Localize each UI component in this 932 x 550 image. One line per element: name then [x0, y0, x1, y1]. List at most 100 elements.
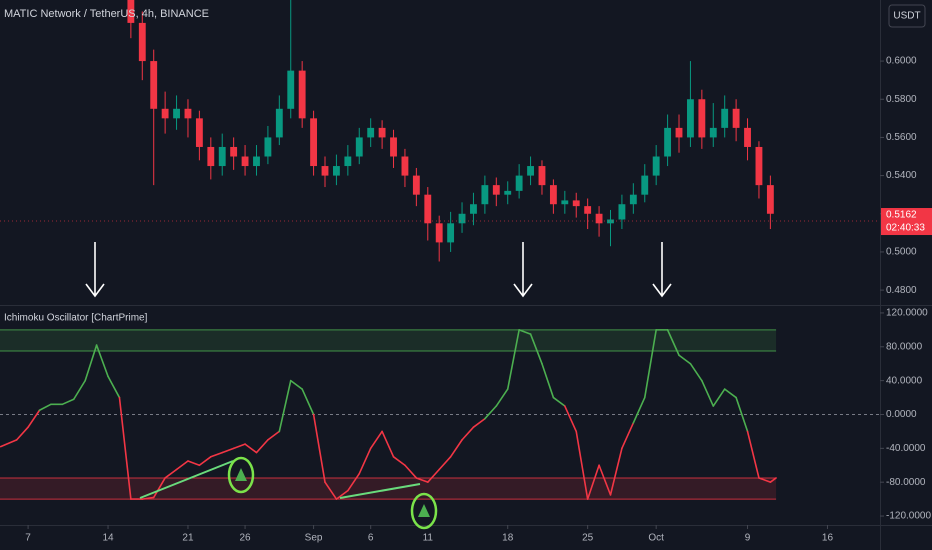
candle-body: [470, 204, 477, 214]
oscillator-segment: [415, 477, 429, 483]
candle-body: [435, 223, 443, 243]
oscillator-segment: [438, 455, 452, 471]
oscillator-segment: [541, 362, 555, 399]
signal-triangle: [235, 468, 247, 481]
oscillator-segment: [0, 439, 18, 448]
candle-body: [127, 0, 135, 23]
candle-body: [355, 137, 363, 157]
oscillator-segment: [404, 464, 418, 479]
candle-body: [641, 175, 649, 195]
oscillator-segment: [666, 329, 680, 357]
oscillator-segment: [701, 379, 715, 407]
price-pane: [0, 0, 880, 262]
oscillator-segment: [598, 464, 612, 496]
oscillator-segment: [278, 379, 292, 433]
oscillator-segment: [95, 344, 109, 378]
oscillator-segment: [84, 344, 98, 382]
candle-body: [253, 156, 260, 167]
candle-body: [150, 61, 158, 109]
y-tick-label: 40.0000: [886, 375, 923, 386]
y-tick-label: 0.4800: [886, 285, 917, 296]
candle-body: [481, 185, 489, 205]
oscillator-segment: [643, 329, 657, 399]
chart-title: MATIC Network / TetherUS, 4h, BINANCE: [4, 8, 209, 20]
oscillator-segment: [301, 388, 315, 416]
candle-body: [492, 185, 500, 195]
candle-body: [755, 146, 763, 186]
oscillator-pane: [0, 329, 880, 500]
oscillator-segment: [369, 430, 383, 450]
y-tick-label: -80.0000: [886, 477, 926, 488]
oscillator-segment: [392, 455, 406, 467]
oscillator-segment: [529, 333, 543, 365]
oscillator-segment: [586, 464, 600, 500]
candle-body: [367, 127, 375, 138]
oscillator-segment: [552, 396, 566, 407]
divergence-lines: [139, 460, 421, 499]
oscillator-segment: [735, 396, 749, 433]
oscillator-segment: [484, 405, 498, 420]
oscillator-segment: [518, 329, 532, 335]
arrow: [513, 242, 533, 298]
x-tick-label: 18: [502, 533, 514, 544]
candle-body: [138, 22, 146, 62]
x-tick-label: 7: [25, 533, 31, 544]
oscillator-segment: [187, 460, 201, 467]
y-tick-label: 0.5000: [886, 247, 917, 258]
candle-body: [504, 190, 512, 195]
currency-label[interactable]: USDT: [893, 11, 920, 22]
candle-body: [310, 118, 318, 167]
oscillator-segment: [381, 430, 395, 458]
candle-body: [390, 137, 397, 157]
oscillator-segment: [564, 405, 578, 433]
x-tick-label: Oct: [648, 533, 664, 544]
candle-body: [629, 194, 637, 205]
candle-body: [549, 185, 557, 205]
zone: [0, 477, 777, 500]
divergence-line: [339, 483, 421, 499]
oscillator-segment: [712, 388, 726, 407]
oscillator-segment: [621, 422, 635, 450]
candle-body: [207, 146, 215, 167]
oscillator-segment: [312, 413, 326, 483]
currency-button[interactable]: [888, 4, 926, 28]
oscillator-segment: [358, 447, 372, 475]
candle-body: [447, 223, 455, 243]
y-tick-label: -120.0000: [886, 511, 931, 522]
candle-body: [538, 166, 546, 186]
y-tick-label: 0.0000: [886, 409, 917, 420]
candle-body: [595, 213, 603, 224]
candle-body: [298, 70, 306, 119]
x-tick-label: 9: [745, 533, 751, 544]
oscillator-segment: [723, 388, 737, 399]
oscillator-segment: [61, 398, 75, 406]
oscillator-segment: [746, 430, 760, 479]
oscillator-segment: [210, 451, 224, 458]
x-tick-label: 14: [102, 533, 114, 544]
candle-body: [664, 127, 672, 157]
candle-body: [732, 108, 740, 128]
candle-body: [332, 166, 340, 176]
x-tick-label: 25: [582, 533, 594, 544]
y-tick-label: 120.0000: [886, 308, 928, 319]
oscillator-segment: [198, 455, 212, 467]
candle-body: [218, 146, 226, 167]
x-tick-label: 11: [423, 533, 434, 544]
oscillator-segment: [267, 430, 281, 441]
candle-body: [275, 108, 283, 138]
oscillator-segment: [506, 329, 520, 390]
x-tick-label: 6: [368, 533, 374, 544]
candle-body: [561, 200, 569, 205]
oscillator-segment: [27, 409, 41, 428]
divergence-line: [139, 460, 234, 499]
candle-body: [344, 156, 352, 167]
oscillator-segment: [495, 388, 509, 407]
oscillator-segment: [449, 439, 463, 458]
y-tick-label: 0.6000: [886, 56, 917, 67]
oscillator-segment: [38, 403, 52, 412]
oscillator-segment: [769, 477, 777, 483]
oscillator-segment: [632, 396, 646, 424]
candle-body: [378, 127, 386, 138]
